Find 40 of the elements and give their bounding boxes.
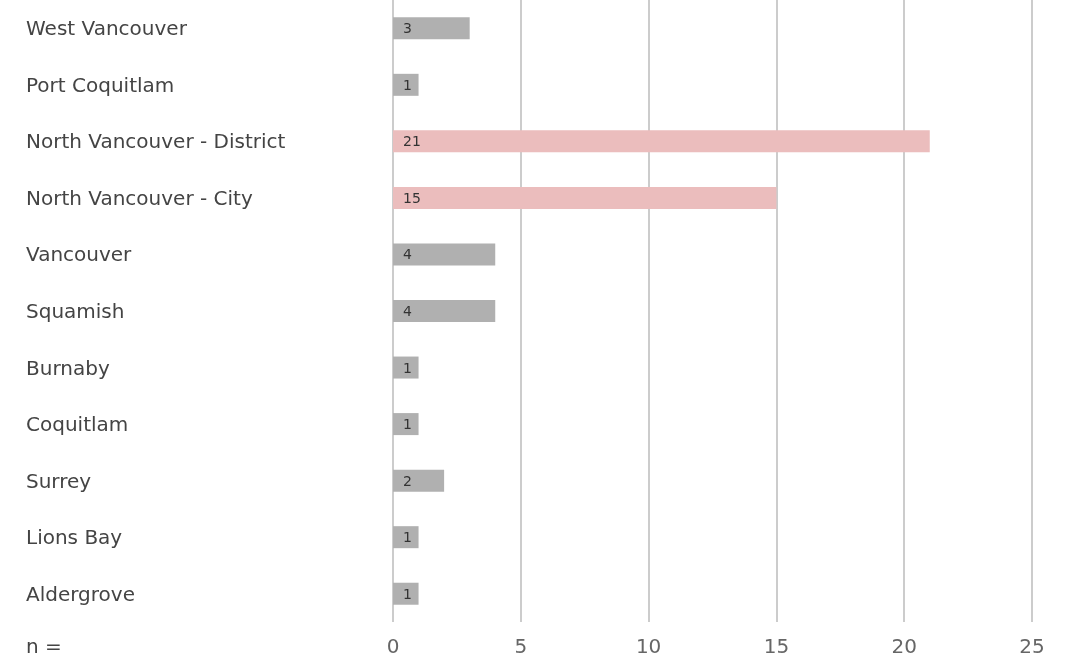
- y-tick-label: Aldergrove: [26, 581, 135, 606]
- data-label: 4: [403, 303, 412, 319]
- bar: [393, 413, 419, 436]
- y-tick-label: Squamish: [26, 299, 125, 323]
- data-label: 1: [403, 529, 412, 546]
- y-tick-label: North Vancouver - District: [26, 129, 286, 154]
- y-tick-label: Coquitlam: [26, 412, 129, 437]
- data-label: 3: [403, 20, 412, 37]
- y-tick-label: Burnaby: [26, 355, 110, 380]
- bar: [393, 243, 496, 266]
- bar: [393, 73, 419, 96]
- y-tick-label: Lions Bay: [26, 525, 123, 550]
- bar: [393, 186, 777, 209]
- x-tick-label: 25: [1019, 634, 1045, 658]
- bar: [393, 300, 496, 322]
- data-label: 1: [403, 76, 412, 93]
- bar: [393, 130, 930, 153]
- y-tick-label: North Vancouver - City: [26, 185, 253, 210]
- x-tick-label: 0: [386, 634, 400, 658]
- x-tick-label: 5: [514, 634, 528, 658]
- data-label: 1: [403, 359, 412, 376]
- y-tick-label: Port Coquitlam: [26, 72, 175, 97]
- data-label: 15: [403, 189, 421, 206]
- x-tick-label: 15: [763, 634, 790, 658]
- data-label: 1: [403, 585, 412, 602]
- data-label: 21: [403, 133, 421, 150]
- x-tick-label: 20: [891, 634, 917, 658]
- data-label: 4: [403, 246, 412, 263]
- bar: [393, 356, 419, 379]
- y-tick-label: Vancouver: [26, 242, 133, 267]
- data-label: 1: [403, 416, 412, 433]
- x-tick-label: 10: [635, 634, 662, 658]
- y-tick-label: Surrey: [26, 468, 92, 493]
- bar: [393, 582, 419, 605]
- bar: [393, 17, 470, 40]
- bar: [393, 526, 419, 549]
- bar: [393, 469, 445, 492]
- data-label: 2: [403, 472, 412, 489]
- y-tick-label: West Vancouver: [26, 16, 188, 41]
- x-axis-title: n =: [26, 634, 62, 658]
